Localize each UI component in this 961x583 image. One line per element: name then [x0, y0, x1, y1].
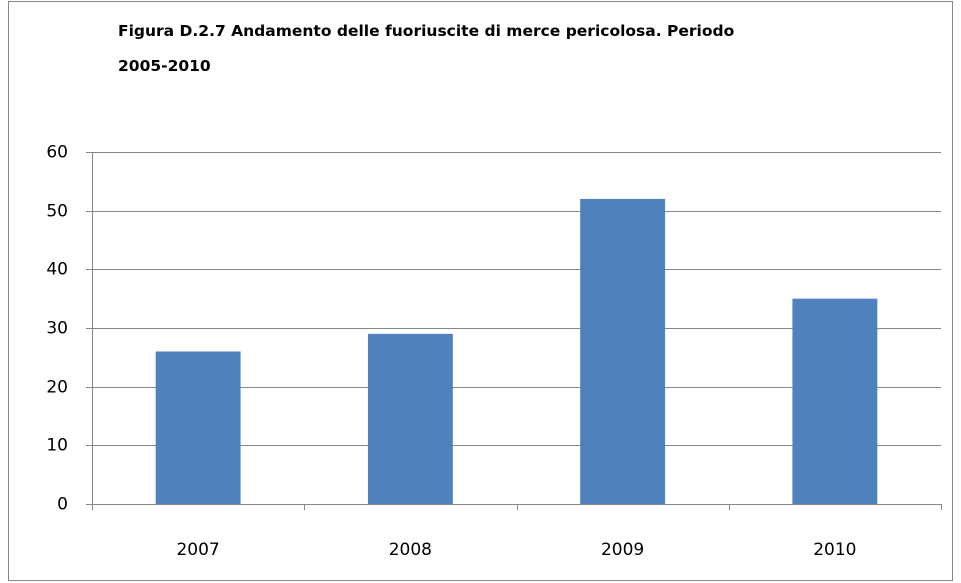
x-tick-label: 2007 — [176, 540, 219, 560]
y-tick-label: 10 — [46, 436, 68, 456]
chart-title: Figura D.2.7 Andamento delle fuoriuscite… — [118, 22, 734, 40]
x-tick-label: 2009 — [601, 540, 644, 560]
bar — [155, 351, 241, 504]
x-tick-label: 2008 — [389, 540, 432, 560]
x-tick-label: 2010 — [813, 540, 856, 560]
bar — [792, 298, 878, 504]
chart-title: 2005-2010 — [118, 57, 211, 75]
y-tick-label: 20 — [46, 378, 68, 398]
y-tick-label: 50 — [46, 202, 68, 222]
bar — [367, 333, 453, 504]
y-tick-label: 60 — [46, 143, 68, 163]
y-tick-label: 30 — [46, 319, 68, 339]
bar — [580, 198, 666, 504]
y-tick-label: 0 — [57, 495, 68, 515]
y-tick-label: 40 — [46, 260, 68, 280]
